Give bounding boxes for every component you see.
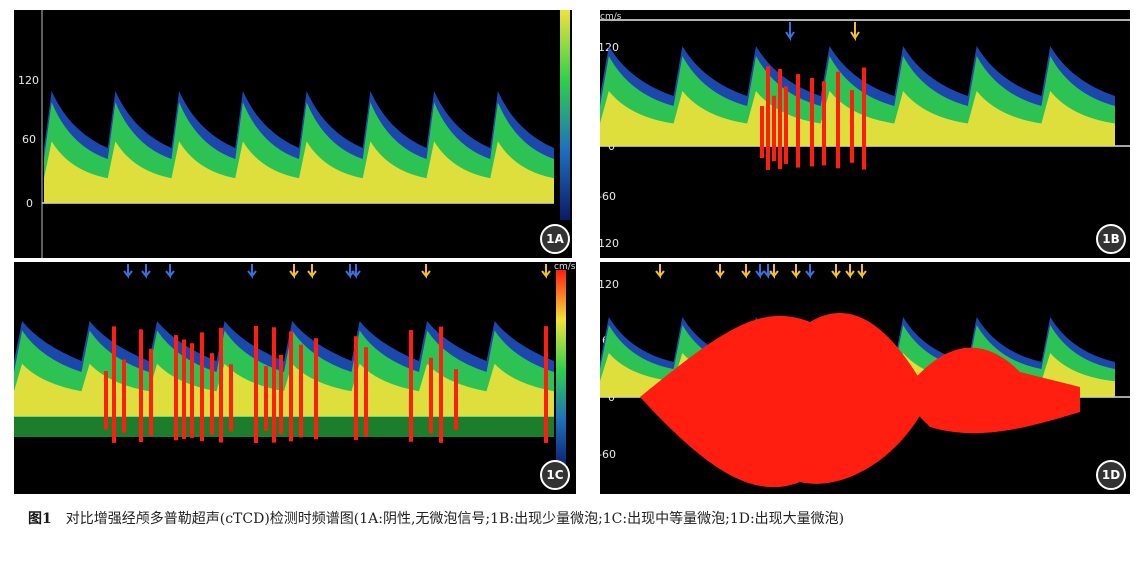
figure-caption: 图1 对比增强经颅多普勒超声(cTCD)检测时频谱图(1A:阴性,无微泡信号;1B… [28,506,1128,532]
waveform [14,321,554,443]
down-arrow-icon [345,264,355,279]
down-arrow-icon [247,264,257,279]
down-arrow-icon [769,264,779,279]
waveform [600,312,1115,488]
spectrum-1b: 120 60 0 -60 -120 [600,19,1130,250]
tick-minus-60: -60 [600,448,616,461]
embolic-signal-markers [123,264,551,279]
down-arrow-icon [831,264,841,279]
down-arrow-icon [755,264,765,279]
tick-120: 120 [600,278,619,291]
panel-label-1c: 1C [540,460,570,490]
panel-1d: 120 60 0 -60 1D [600,262,1130,494]
velocity-unit: cm/s [600,12,622,22]
down-arrow-icon [421,264,431,279]
panel-label-1b: 1B [1096,224,1126,254]
tick-minus-120: -120 [600,237,619,250]
color-scale [560,10,570,220]
panel-label-1a: 1A [540,224,570,254]
down-arrow-icon [141,264,151,279]
down-arrow-icon [165,264,175,279]
down-arrow-icon [845,264,855,279]
tick-0: 0 [608,391,615,404]
down-arrow-icon [541,264,551,279]
spectrum-1a: 120 60 0 [18,10,554,258]
tick-60: 60 [22,133,36,146]
tick-120: 120 [18,74,39,87]
spectrum-1c [14,264,554,443]
down-arrow-icon [289,264,299,279]
tick-0: 0 [26,197,33,210]
embolic-signal-markers [655,264,867,279]
caption-label: 图1 [28,511,52,527]
panel-label-1d: 1D [1096,460,1126,490]
velocity-unit: cm/s [554,262,576,272]
down-arrow-icon [741,264,751,279]
tick-minus-60: -60 [600,190,616,203]
tick-0: 0 [608,140,615,153]
down-arrow-icon [351,264,361,279]
down-arrow-icon [805,264,815,279]
down-arrow-icon [763,264,773,279]
figure: 120 60 0 1A 120 60 0 -60 -120 cm/s 1B [14,10,1130,494]
caption-text: 对比增强经颅多普勒超声(cTCD)检测时频谱图(1A:阴性,无微泡信号;1B:出… [65,511,845,527]
panel-1c: cm/s 1C [14,262,576,494]
down-arrow-icon [307,264,317,279]
panel-1b: 120 60 0 -60 -120 cm/s 1B [600,10,1130,258]
waveform [44,91,554,203]
down-arrow-icon [850,22,860,42]
down-arrow-icon [655,264,665,279]
down-arrow-icon [715,264,725,279]
down-arrow-icon [791,264,801,279]
down-arrow-icon [857,264,867,279]
spectrum-1d: 120 60 0 -60 [600,264,1130,488]
waveform [600,46,1115,170]
panel-1a: 120 60 0 1A [14,10,572,258]
down-arrow-icon [123,264,133,279]
color-scale [556,270,566,470]
down-arrow-icon [785,22,795,42]
